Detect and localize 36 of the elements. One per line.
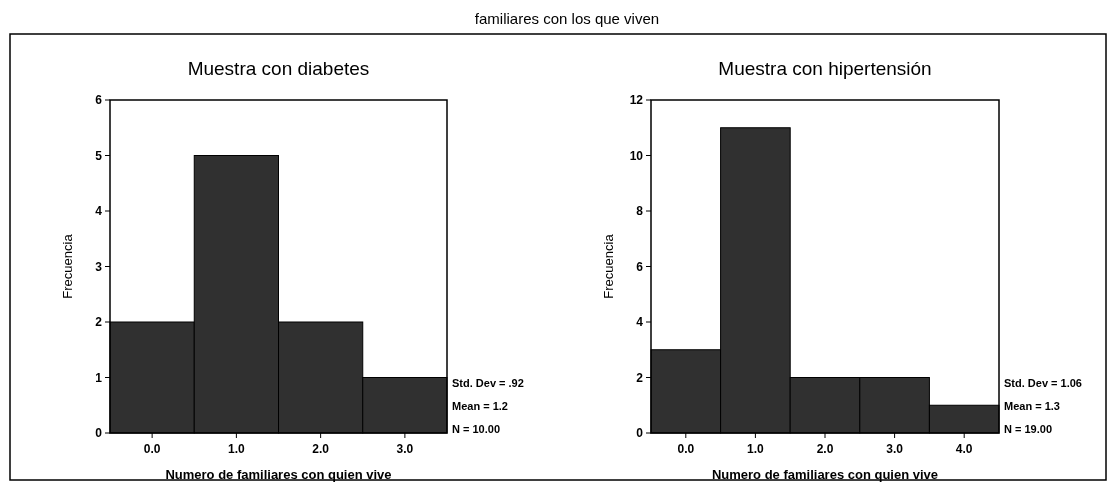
y-axis-title: Frecuencia: [601, 233, 616, 299]
y-tick-label: 6: [636, 259, 644, 274]
x-tick-label: 0.0: [143, 442, 161, 456]
y-tick-label: 12: [629, 93, 644, 108]
x-axis-title: Numero de familiares con quien vive: [711, 467, 939, 482]
x-tick-label: 2.0: [312, 442, 330, 456]
x-tick-label: 3.0: [886, 442, 904, 456]
y-tick-label: 4: [636, 315, 644, 330]
text: N = 19.00: [1004, 422, 1053, 435]
text: familiares con los que viven: [474, 10, 660, 27]
y-tick-label: 3: [95, 259, 103, 274]
y-tick-label: 1: [95, 370, 103, 385]
text: Mean = 1.3: [1004, 399, 1060, 412]
text: N = 10.00: [452, 422, 501, 435]
y-tick-label: 4: [95, 204, 103, 219]
text: Std. Dev = .92: [452, 376, 524, 389]
y-tick-label: 8: [636, 204, 644, 219]
x-tick-label: 1.0: [228, 442, 246, 456]
y-tick-label: 5: [95, 148, 103, 163]
y-tick-label: 2: [95, 315, 103, 330]
text: Std. Dev = 1.06: [1004, 376, 1082, 389]
x-tick-label: 4.0: [955, 442, 973, 456]
y-tick-label: 6: [95, 93, 103, 108]
chart-title: Muestra con hipertensión: [718, 58, 932, 79]
x-axis-title: Numero de familiares con quien vive: [165, 467, 392, 482]
text: Mean = 1.2: [452, 399, 508, 412]
y-tick-label: 10: [629, 148, 644, 163]
chart-title: Muestra con diabetes: [187, 58, 370, 79]
x-tick-label: 1.0: [747, 442, 765, 456]
x-tick-label: 3.0: [396, 442, 414, 456]
y-axis-title: Frecuencia: [60, 233, 75, 299]
y-tick-label: 2: [636, 370, 644, 385]
x-tick-label: 2.0: [816, 442, 834, 456]
y-tick-label: 0: [95, 426, 103, 441]
x-tick-label: 0.0: [677, 442, 695, 456]
y-tick-label: 0: [636, 426, 644, 441]
